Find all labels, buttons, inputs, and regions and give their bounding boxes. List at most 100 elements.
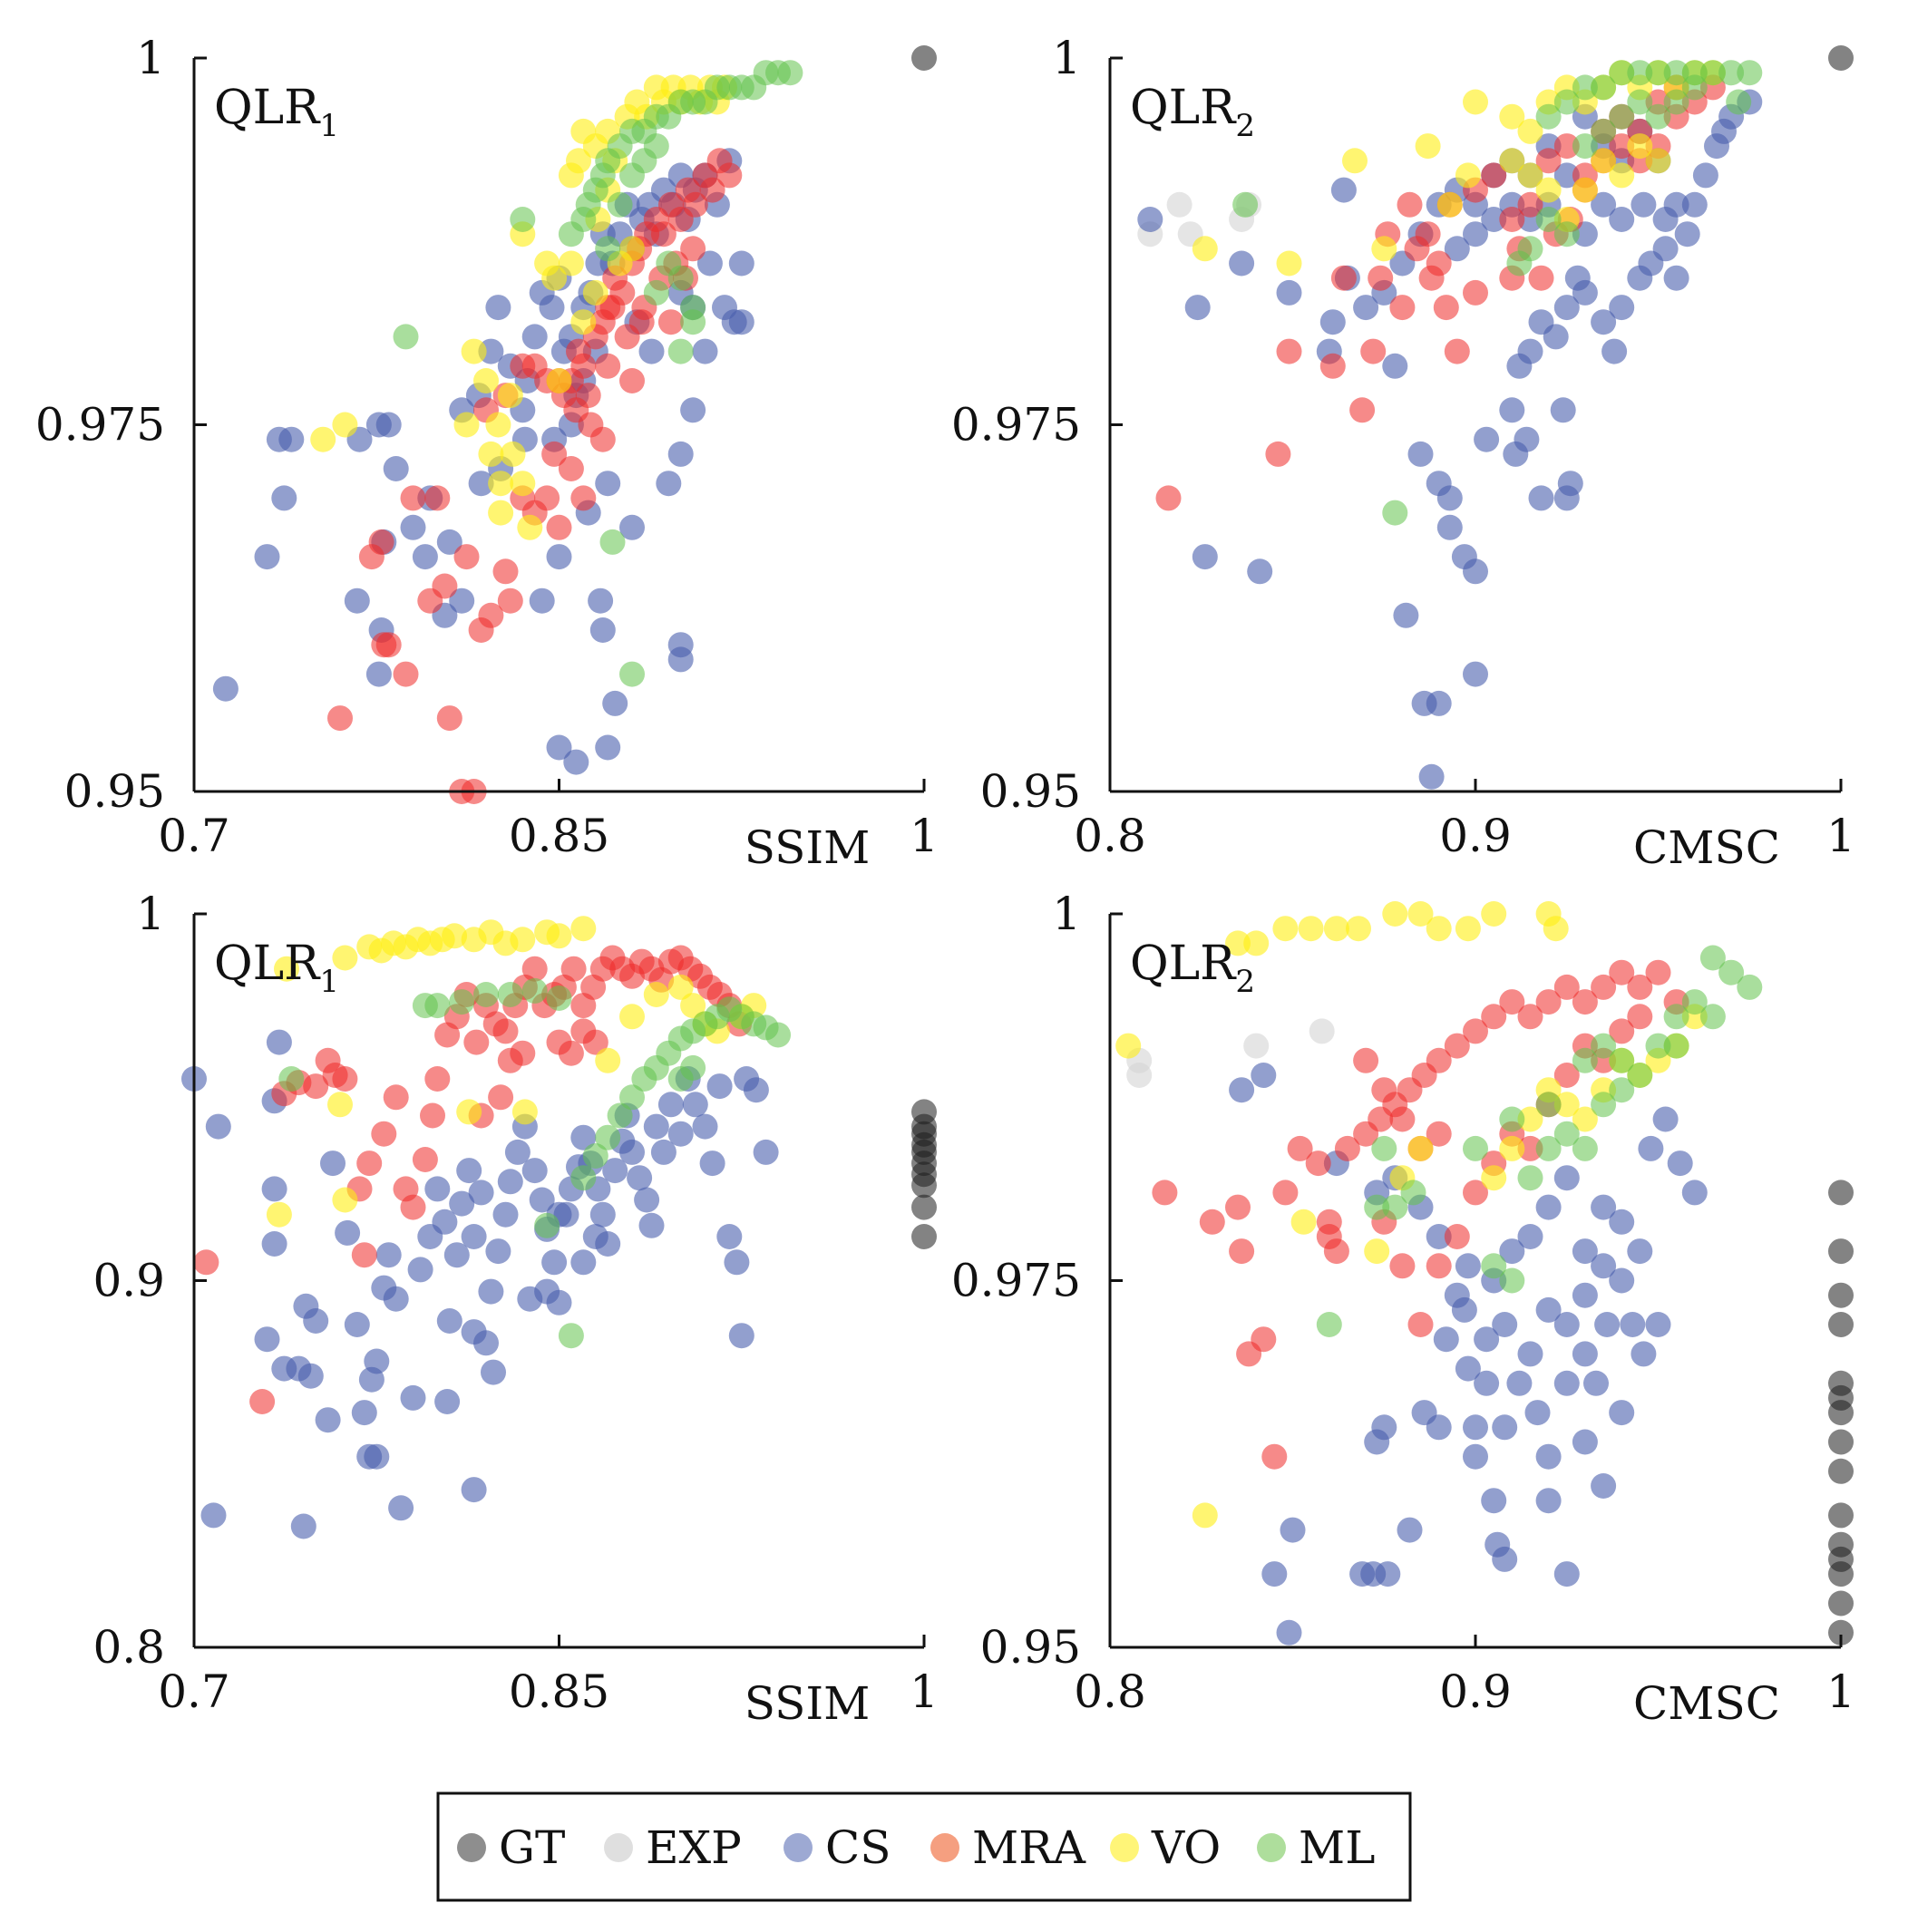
point-vo-4 bbox=[1415, 133, 1441, 160]
point-cs-2 bbox=[1280, 1517, 1306, 1543]
point-vo-14 bbox=[1543, 916, 1569, 942]
point-ml-27 bbox=[667, 265, 694, 291]
point-mra-9 bbox=[1397, 191, 1423, 218]
point-cs-69 bbox=[595, 734, 621, 761]
point-vo-41 bbox=[546, 368, 572, 393]
point-mra-9 bbox=[1305, 1150, 1331, 1177]
point-cs-71 bbox=[1481, 207, 1507, 232]
point-mra-17 bbox=[497, 587, 523, 614]
point-vo-28 bbox=[1407, 1135, 1434, 1161]
point-cs-20 bbox=[1463, 558, 1488, 585]
point-vo-16 bbox=[570, 916, 597, 942]
x-tick-label: 0.9 bbox=[1439, 1665, 1512, 1718]
point-vo-3 bbox=[1371, 236, 1397, 262]
point-cs-36 bbox=[1645, 1312, 1671, 1337]
point-ml-24 bbox=[619, 661, 645, 687]
point-cs-8 bbox=[1330, 177, 1357, 203]
point-ml-14 bbox=[619, 1084, 645, 1111]
point-vo-18 bbox=[1499, 148, 1525, 174]
point-mra-5 bbox=[1349, 397, 1376, 423]
point-mra-15 bbox=[1481, 162, 1507, 189]
point-cs-55 bbox=[667, 441, 694, 467]
point-vo-23 bbox=[619, 1004, 645, 1030]
point-mra-49 bbox=[682, 191, 708, 218]
point-mra-21 bbox=[1481, 1004, 1507, 1030]
point-vo-7 bbox=[510, 471, 536, 497]
point-mra-11 bbox=[436, 705, 462, 732]
x-tick-label: 1 bbox=[910, 1665, 939, 1718]
point-cs-21 bbox=[485, 295, 511, 321]
point-mra-64 bbox=[628, 309, 655, 335]
point-cs-69 bbox=[1444, 236, 1470, 262]
point-vo-9 bbox=[1407, 901, 1434, 927]
point-cs-50 bbox=[1667, 1150, 1693, 1177]
point-mra-50 bbox=[558, 1040, 584, 1066]
point-cs-15 bbox=[412, 544, 438, 570]
point-ml-25 bbox=[1726, 89, 1752, 115]
point-cs-29 bbox=[1553, 1370, 1580, 1396]
legend-label-vo: VO bbox=[1151, 1821, 1221, 1874]
point-vo-3 bbox=[1243, 930, 1270, 956]
point-vo-5 bbox=[1463, 89, 1488, 115]
point-ml-20 bbox=[1718, 959, 1745, 985]
point-vo-24 bbox=[643, 982, 669, 1007]
point-cs-58 bbox=[602, 1158, 628, 1184]
point-vo-10 bbox=[500, 441, 526, 467]
panel-4-points bbox=[1115, 901, 1854, 1646]
point-cs-63 bbox=[1553, 1312, 1580, 1337]
point-exp-1 bbox=[1166, 191, 1192, 218]
point-mra-55 bbox=[488, 1084, 514, 1111]
point-cs-53 bbox=[1499, 1238, 1525, 1265]
point-cs-83 bbox=[461, 1477, 487, 1503]
point-gt-7 bbox=[1828, 1429, 1854, 1455]
point-mra-16 bbox=[492, 558, 519, 585]
point-mra-1 bbox=[1265, 441, 1291, 467]
point-ml-30 bbox=[680, 309, 706, 335]
point-ml-6 bbox=[1609, 60, 1635, 86]
point-mra-34 bbox=[1389, 1253, 1416, 1279]
point-cs-42 bbox=[1663, 265, 1689, 291]
point-cs-3 bbox=[1229, 250, 1255, 277]
point-mra-0 bbox=[193, 1249, 219, 1276]
legend-marker-ml bbox=[1257, 1833, 1286, 1862]
point-cs-34 bbox=[449, 1190, 475, 1217]
point-mra-2 bbox=[1276, 338, 1302, 364]
point-cs-74 bbox=[716, 1224, 743, 1249]
point-cs-46 bbox=[1609, 1209, 1635, 1235]
point-mra-3 bbox=[1229, 1238, 1255, 1265]
point-mra-4 bbox=[1330, 265, 1357, 291]
point-cs-51 bbox=[1681, 1180, 1708, 1206]
point-cs-54 bbox=[692, 338, 718, 364]
point-cs-65 bbox=[643, 1113, 669, 1140]
point-vo-6 bbox=[1323, 916, 1349, 942]
point-cs-27 bbox=[539, 295, 565, 321]
point-vo-23 bbox=[1591, 148, 1617, 174]
point-cs-68 bbox=[563, 749, 589, 775]
point-cs-4 bbox=[261, 1231, 287, 1257]
y-tick-label: 0.95 bbox=[980, 765, 1081, 818]
point-cs-61 bbox=[546, 544, 572, 570]
point-mra-5 bbox=[368, 529, 394, 555]
point-cs-58 bbox=[1426, 1224, 1452, 1249]
point-ml-26 bbox=[765, 1022, 791, 1048]
point-vo-15 bbox=[546, 923, 572, 949]
point-cs-67 bbox=[1353, 295, 1379, 321]
point-ml-13 bbox=[1627, 1063, 1653, 1088]
point-ml-0 bbox=[278, 1066, 305, 1092]
point-cs-14 bbox=[315, 1407, 341, 1433]
point-ml-14 bbox=[1645, 1033, 1671, 1059]
point-cs-21 bbox=[1474, 426, 1500, 452]
point-cs-37 bbox=[1601, 338, 1628, 364]
point-cs-56 bbox=[589, 1201, 616, 1228]
point-cs-61 bbox=[619, 1139, 645, 1165]
point-mra-15 bbox=[412, 1147, 438, 1172]
point-cs-12 bbox=[1426, 690, 1452, 716]
point-cs-33 bbox=[443, 1242, 470, 1268]
legend-marker-mra bbox=[930, 1833, 959, 1862]
point-ml-8 bbox=[558, 1323, 584, 1349]
point-ml-6 bbox=[1499, 1267, 1525, 1294]
point-vo-9 bbox=[488, 471, 514, 497]
point-cs-25 bbox=[1517, 1341, 1543, 1367]
point-vo-12 bbox=[497, 383, 523, 409]
point-ml-18 bbox=[1609, 103, 1635, 130]
